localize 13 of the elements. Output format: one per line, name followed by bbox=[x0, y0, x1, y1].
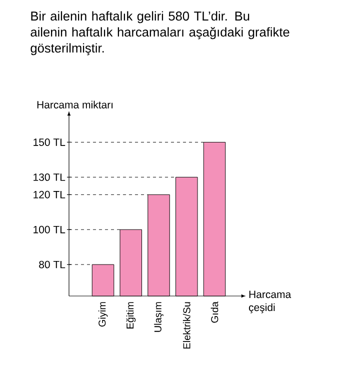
chart-title: Bir ailenin haftalık geliri 580 TL’dir. Bu ailenin haftalık harcamaları aşağıdaki grafikte gösterilmiştir. bbox=[30, 11, 290, 56]
x-tick-label: Giyim bbox=[98, 302, 108, 327]
x-tick-label: Eğitim bbox=[126, 302, 136, 328]
y-tick-label: 150 TL bbox=[34, 138, 66, 146]
y-axis-title: Harcama miktarı bbox=[37, 100, 113, 108]
y-tick-label: 120 TL bbox=[34, 190, 66, 198]
x-tick-label: Gıda bbox=[210, 302, 218, 323]
y-tick-label: 130 TL bbox=[34, 173, 66, 181]
x-tick-label: Elektrik/Su bbox=[182, 302, 190, 349]
y-tick-label: 80 TL bbox=[39, 260, 66, 268]
y-tick-label: 100 TL bbox=[34, 226, 66, 234]
x-axis-title: Harcama çeşidi bbox=[248, 290, 292, 314]
x-tick-label: Ulaşım bbox=[154, 302, 164, 332]
